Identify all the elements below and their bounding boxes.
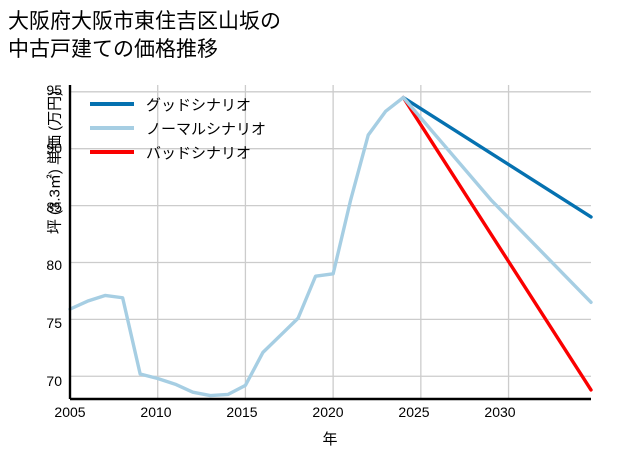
legend-item-good: グッドシナリオ <box>90 92 266 116</box>
series-line-バッドシナリオ <box>401 95 593 392</box>
y-axis-tick-labels: 95 90 85 80 75 70 <box>18 0 62 465</box>
legend-item-bad: バッドシナリオ <box>90 140 266 164</box>
y-tick-85: 85 <box>46 199 62 215</box>
y-tick-75: 75 <box>46 315 62 331</box>
chart-legend: グッドシナリオ ノーマルシナリオ バッドシナリオ <box>86 90 270 166</box>
x-tick-2005: 2005 <box>54 404 86 420</box>
series-lines <box>68 95 593 398</box>
legend-swatch-bad-icon <box>90 150 134 154</box>
axis-spines <box>68 85 591 401</box>
page-title: 大阪府大阪市東住吉区山坂の 中古戸建ての価格推移 <box>8 10 281 61</box>
y-tick-80: 80 <box>46 257 62 273</box>
gridlines <box>69 85 591 399</box>
x-tick-2030: 2030 <box>484 404 516 420</box>
legend-swatch-good-icon <box>90 102 134 106</box>
x-tick-2010: 2010 <box>140 404 172 420</box>
y-tick-90: 90 <box>46 140 62 156</box>
legend-label-normal: ノーマルシナリオ <box>146 120 267 138</box>
series-line-グッドシナリオ <box>401 95 593 219</box>
legend-item-normal: ノーマルシナリオ <box>90 116 266 140</box>
y-tick-95: 95 <box>46 82 62 98</box>
x-tick-2015: 2015 <box>226 404 258 420</box>
legend-label-good: グッドシナリオ <box>146 96 252 114</box>
x-tick-2020: 2020 <box>312 404 344 420</box>
y-tick-70: 70 <box>46 373 62 389</box>
legend-label-bad: バッドシナリオ <box>146 144 252 162</box>
series-line-ノーマルシナリオ <box>68 95 593 398</box>
x-axis-label: 年 <box>322 431 338 448</box>
x-tick-2025: 2025 <box>398 404 430 420</box>
legend-swatch-normal-icon <box>90 126 134 130</box>
